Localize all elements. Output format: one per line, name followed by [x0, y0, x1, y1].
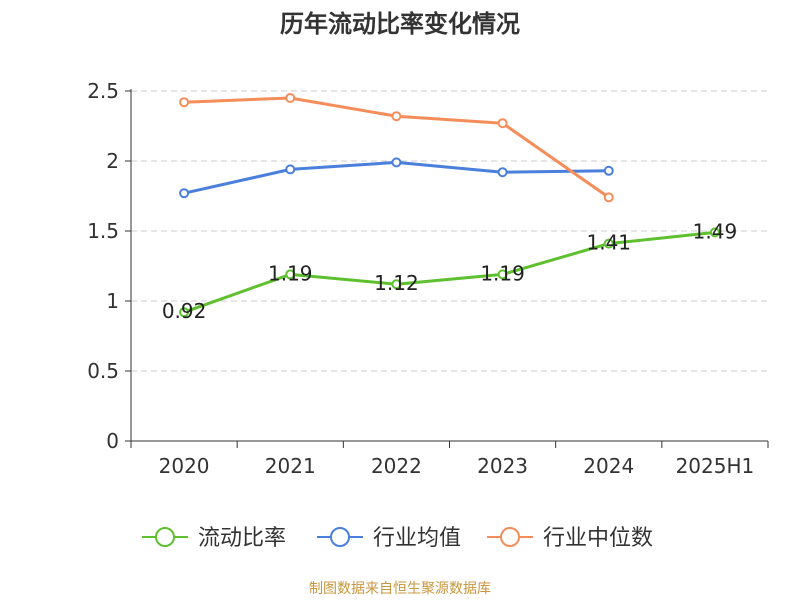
y-tick-label: 0: [106, 429, 119, 453]
data-point: [391, 279, 402, 290]
data-point: [497, 167, 508, 178]
data-point: [497, 118, 508, 129]
source-note: 制图数据来自恒生聚源数据库: [309, 581, 491, 597]
data-point: [285, 164, 296, 175]
data-label: 1.19: [480, 261, 525, 285]
data-point: [179, 97, 190, 108]
data-point: [391, 157, 402, 168]
data-point: [709, 227, 720, 238]
y-tick-label: 2.5: [87, 79, 119, 103]
y-tick-label: 2: [106, 149, 119, 173]
tick-labels: 0 0.5 1 1.5 2 2.5 2020 2021 2022 2023 2024 2025H1: [87, 79, 754, 478]
data-point: [179, 307, 190, 318]
data-label: 1.49: [693, 219, 738, 243]
gridlines: [131, 90, 768, 372]
legend-label: 行业中位数: [543, 526, 653, 551]
legend-label: 行业均值: [373, 526, 461, 551]
y-tick-label: 0.5: [87, 359, 119, 383]
y-tick-label: 1.5: [87, 219, 119, 243]
data-label: 1.41: [586, 231, 631, 255]
series-lines: [179, 93, 720, 318]
legend-swatch-marker: [330, 527, 350, 547]
x-tick-label: 2024: [583, 454, 634, 478]
x-tick-label: 2023: [477, 454, 528, 478]
legend: 流动比率 行业均值 行业中位数: [142, 526, 653, 551]
data-point: [497, 269, 508, 280]
data-point: [603, 238, 614, 249]
legend-item-1: 流动比率: [142, 526, 286, 551]
data-point: [179, 188, 190, 199]
data-labels: 0.92 1.19 1.12 1.19 1.41 1.49: [162, 219, 737, 323]
axes: [125, 89, 769, 448]
legend-label: 流动比率: [198, 526, 286, 551]
y-tick-label: 1: [106, 289, 119, 313]
data-point: [391, 111, 402, 122]
x-tick-label: 2025H1: [676, 454, 755, 478]
data-point: [603, 192, 614, 203]
x-tick-label: 2021: [265, 454, 316, 478]
data-point: [603, 165, 614, 176]
legend-swatch-marker: [500, 527, 520, 547]
data-label: 1.12: [374, 271, 419, 295]
data-point: [285, 269, 296, 280]
legend-swatch-marker: [155, 527, 175, 547]
x-tick-label: 2020: [159, 454, 210, 478]
chart-title: 历年流动比率变化情况: [280, 10, 520, 38]
series-line-1: [183, 230, 716, 314]
x-tick-label: 2022: [371, 454, 422, 478]
data-label: 1.19: [268, 261, 313, 285]
legend-item-3: 行业中位数: [487, 526, 653, 551]
data-label: 0.92: [162, 299, 207, 323]
data-point: [285, 93, 296, 103]
legend-item-2: 行业均值: [317, 526, 461, 551]
